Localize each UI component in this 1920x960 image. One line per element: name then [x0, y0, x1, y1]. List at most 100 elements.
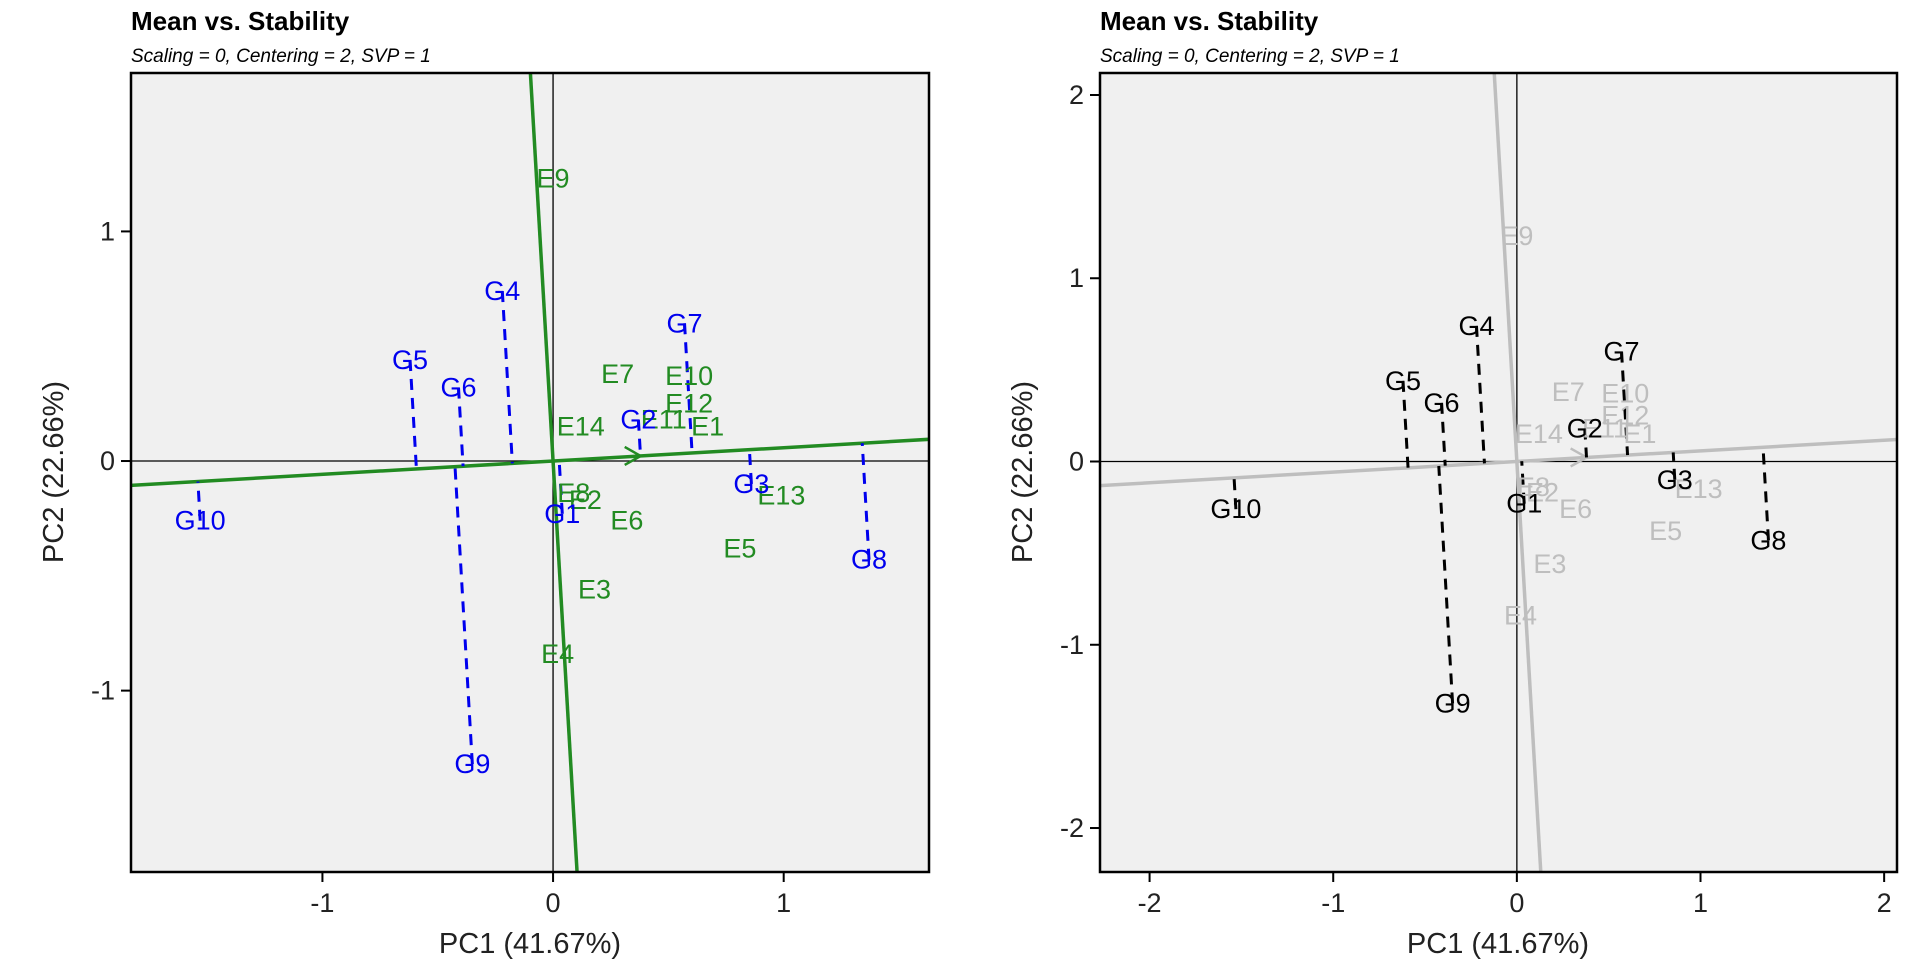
genotype-projection-line: [1232, 477, 1238, 510]
genotype-label: G7: [667, 308, 703, 338]
right-x-axis-title: PC1 (41.67%): [1407, 928, 1589, 960]
genotype-label: G2: [1567, 414, 1603, 444]
genotype-label: G3: [733, 469, 769, 499]
genotype-label: G10: [1210, 494, 1261, 524]
genotype-label: G4: [1458, 311, 1494, 341]
left-axis-ticks: -1 0 1 -1 0 1: [91, 216, 791, 918]
genotype-label: G8: [851, 545, 887, 575]
left-plot-background: [131, 73, 929, 872]
y-tick-label: 2: [1069, 80, 1084, 110]
genotype-label: G4: [484, 276, 520, 306]
genotype-projection-line: [1474, 325, 1486, 464]
y-tick-label: -1: [1060, 630, 1084, 660]
aec-arrow: [1570, 447, 1590, 468]
environment-label: E13: [1675, 474, 1723, 504]
y-tick-label: 1: [100, 216, 115, 246]
aec-abscissa-line: [1100, 437, 1897, 488]
left-y-axis-title: PC2 (22.66%): [38, 381, 70, 563]
y-tick-label: 0: [1069, 447, 1084, 477]
genotype-label: G1: [544, 499, 580, 529]
environment-label: E2: [1526, 478, 1559, 508]
genotype-projection-line: [1671, 452, 1677, 480]
x-tick-label: 0: [546, 888, 561, 918]
environment-label: E8: [1517, 472, 1550, 502]
environment-label: E14: [1515, 419, 1563, 449]
right-chart-subtitle: Scaling = 0, Centering = 2, SVP = 1: [1100, 46, 1400, 67]
aec-arrow: [624, 445, 644, 467]
x-tick-label: 1: [1693, 888, 1708, 918]
environment-label: E14: [557, 412, 605, 442]
y-tick-label: -2: [1060, 813, 1084, 843]
genotype-label: G5: [392, 345, 428, 375]
genotype-projection-line: [1440, 402, 1447, 466]
right-chart-title: Mean vs. Stability: [1100, 6, 1319, 36]
right-plot-border: [1098, 71, 1899, 874]
genotype-projection-line: [457, 387, 465, 467]
environment-label: E3: [578, 575, 611, 605]
environment-label: E7: [1552, 377, 1585, 407]
x-tick-label: 2: [1877, 888, 1892, 918]
environment-label: E4: [541, 639, 574, 669]
genotype-label: G2: [620, 405, 656, 435]
genotype-projection-line: [500, 291, 514, 464]
genotype-projection-line: [453, 466, 474, 765]
genotype-projection-line: [557, 460, 564, 514]
x-tick-label: 1: [776, 888, 791, 918]
genotype-projection-line: [1620, 351, 1630, 456]
environment-label: E9: [537, 164, 570, 194]
genotype-projection-line: [1520, 461, 1526, 504]
y-tick-label: 1: [1069, 263, 1084, 293]
environment-label: E5: [723, 533, 756, 563]
right-plot-background: [1100, 73, 1897, 872]
x-tick-label: -2: [1138, 888, 1162, 918]
genotype-label: G9: [1435, 688, 1471, 718]
left-plot-border: [129, 71, 931, 874]
genotype-projection-line: [1437, 465, 1455, 704]
environment-label: E11: [1582, 414, 1628, 444]
environment-label: E7: [601, 359, 634, 389]
aec-ordinate-line: [1492, 73, 1543, 872]
environment-label: E9: [1500, 221, 1533, 251]
environment-label: E3: [1533, 549, 1566, 579]
aec-abscissa-line: [131, 437, 929, 488]
genotype-projection-line: [1401, 380, 1410, 468]
environment-label: E12: [665, 389, 713, 419]
genotype-projection-line: [747, 449, 753, 485]
genotype-projection-line: [1761, 447, 1770, 541]
environment-label: E1: [691, 412, 724, 442]
genotype-label: G10: [175, 506, 226, 536]
genotype-projection-line: [636, 419, 643, 457]
x-tick-label: -1: [1321, 888, 1345, 918]
left-x-axis-title: PC1 (41.67%): [439, 928, 621, 960]
environment-label: E12: [1601, 401, 1649, 431]
x-tick-label: 0: [1509, 888, 1524, 918]
aec-ordinate-line: [528, 73, 579, 872]
genotype-label: G3: [1657, 465, 1693, 495]
genotype-projection-line: [683, 323, 694, 454]
genotype-label: G1: [1506, 489, 1542, 519]
genotype-label: G7: [1604, 337, 1640, 367]
genotype-projection-line: [860, 443, 871, 560]
environment-label: E13: [757, 480, 805, 510]
left-chart-subtitle: Scaling = 0, Centering = 2, SVP = 1: [131, 46, 431, 67]
environment-label: E4: [1504, 600, 1537, 630]
environment-label: E6: [610, 506, 643, 536]
genotype-projection-line: [196, 481, 202, 521]
left-chart-title: Mean vs. Stability: [131, 6, 350, 36]
environment-label: E10: [1601, 379, 1649, 409]
genotype-label: G5: [1385, 366, 1421, 396]
genotype-label: G8: [1750, 525, 1786, 555]
environment-label: E11: [641, 405, 687, 435]
environment-label: E10: [665, 361, 713, 391]
environment-label: E1: [1623, 419, 1656, 449]
y-tick-label: -1: [91, 676, 115, 706]
right-axis-ticks: -2 -1 0 1 2 -2 -1 0 1 2: [1060, 80, 1892, 918]
left-panel: Mean vs. Stability Scaling = 0, Centerin…: [38, 6, 931, 960]
environment-label: E5: [1649, 516, 1682, 546]
environment-label: E6: [1559, 494, 1592, 524]
y-tick-label: 0: [100, 446, 115, 476]
